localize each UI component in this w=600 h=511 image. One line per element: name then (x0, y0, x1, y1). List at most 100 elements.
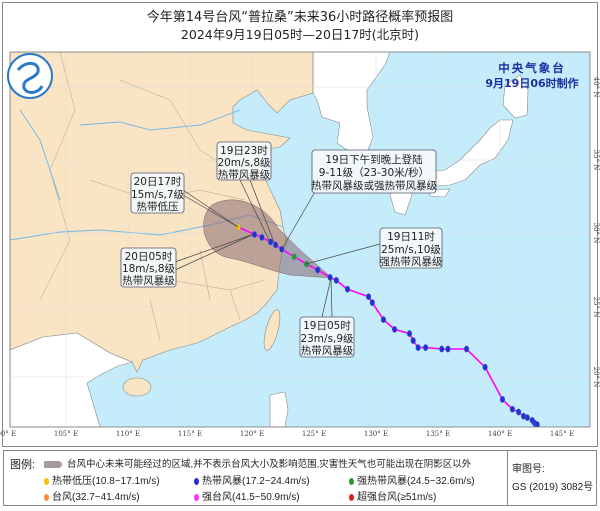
legend-item-label: 热带低压(10.8~17.1m/s) (52, 476, 160, 487)
lon-tick-label: 125° E (302, 430, 326, 438)
track-point-ts (406, 330, 413, 337)
annotation-grade: 热带风暴级 (301, 344, 354, 357)
annotation-20d05h: 20日05时 18m/s,8级 热带风暴级 (120, 247, 177, 288)
track-point-ts (463, 345, 470, 353)
track-point-ts (333, 276, 339, 284)
annotation-grade: 强热带风暴级 (380, 255, 443, 268)
taiwan-island (263, 309, 281, 351)
hokkaido-land (502, 74, 529, 119)
track-point-ts (439, 345, 445, 353)
track-point-ts (515, 408, 522, 416)
map-approval: 审图号: GS (2019) 3082号 (512, 461, 593, 497)
sty-dot-icon (194, 493, 199, 501)
track-point-ts (392, 325, 398, 333)
legend-item-label: 强台风(41.5~50.9m/s) (202, 492, 300, 503)
annotation-19d11h: 19日11时 25m/s,10级 强热带风暴级 (380, 227, 443, 269)
lon-tick-label: 140° E (488, 430, 512, 438)
leader-lines (174, 179, 381, 318)
lat-tick-label: 35° N (592, 150, 600, 171)
legend-item-label: 台风(32.7~41.4m/s) (52, 492, 140, 503)
track-point-ts (344, 285, 351, 293)
legend-item-superty: 超强台风(≥51m/s) (349, 488, 436, 503)
track-point-ts (380, 316, 387, 323)
lat-tick-label: 40° N (592, 77, 600, 98)
track-point-ts (259, 234, 265, 241)
lon-tick-label: 145° E (550, 430, 574, 438)
annotation-wind: 23m/s,9级 (300, 333, 354, 345)
lon-tick-label: 130° E (364, 430, 388, 438)
annotation-time: 19日11时 (387, 231, 435, 243)
annotation-20d17h: 20日17时 15m/s,7级 热带低压 (130, 172, 185, 214)
track-point-ts (369, 299, 375, 306)
track-point-ts (509, 405, 516, 413)
lon-tick-label: 120° E (240, 430, 264, 438)
annotation-grade: 热带风暴级 (218, 168, 271, 181)
annotation-wind: 18m/s,8级 (122, 263, 176, 275)
annotation-landfall: 19日下午到晚上登陆 9-11级（23-30米/秒） 热带风暴级或强热带风暴级 (311, 149, 437, 194)
annotation-time: 19日23时 (220, 145, 268, 157)
map-border (9, 51, 591, 428)
track-point-ts (524, 414, 530, 421)
approval-label: 审图号: (512, 464, 545, 475)
annotation-grade: 热带风暴级 (122, 274, 175, 287)
issue-time: 9月19日06时制作 (485, 76, 578, 90)
figure-frame (2, 2, 598, 447)
legend-cone-text: 台风中心未来可能经过的区域,并不表示台风大小及影响范围,灾害性天气也可能出现在阴… (67, 459, 472, 470)
track-point-ts (327, 273, 333, 281)
annotation-time: 20日05时 (125, 251, 173, 263)
legend-item-td: 热带低压(10.8~17.1m/s) (44, 472, 160, 487)
track-point-ts (365, 293, 372, 301)
annotation-wind: 20m/s,8级 (217, 157, 271, 169)
track-point-ts (415, 344, 421, 351)
lat-tick-label: 30° N (592, 223, 600, 244)
legend-item-sty: 强台风(41.5~50.9m/s) (194, 488, 300, 503)
legend: 图例: 台风中心未来可能经过的区域,并不表示台风大小及影响范围,灾害性天气也可能… (3, 450, 597, 506)
forecast-track-line (238, 226, 331, 279)
annotation-grade: 热带风暴级或强热带风暴级 (311, 179, 437, 192)
lat-tick-label: 20° N (592, 367, 600, 388)
annotation-time: 19日05时 (303, 320, 351, 332)
legend-item-label: 热带风暴(17.2~24.4m/s) (202, 476, 310, 487)
map-title: 今年第14号台风“普拉桑”未来36小时路径概率预报图 (146, 10, 454, 25)
cone-swatch-icon (44, 460, 62, 468)
map-subtitle: 2024年9月19日05时—20日17时(北京时) (180, 27, 420, 42)
legend-label: 图例: (10, 459, 36, 471)
annotation-grade: 热带低压 (137, 200, 179, 213)
track-point-ts (534, 421, 540, 427)
hainan-island (122, 377, 152, 397)
approval-code: GS (2019) 3082号 (512, 482, 594, 493)
graticule (10, 52, 590, 427)
indochina-land (10, 332, 133, 427)
annotation-wind: 9-11级（23-30米/秒） (319, 166, 429, 179)
annotation-wind: 15m/s,7级 (131, 189, 185, 201)
track-point-ts (445, 345, 451, 353)
lon-tick-label: 115° E (178, 430, 202, 438)
track-point-ts (423, 344, 429, 351)
track-point-ts (410, 337, 416, 344)
agency-name: 中央气象台 (498, 61, 566, 75)
annotation-19d23h: 19日23时 20m/s,8级 热带风暴级 (216, 141, 272, 181)
annotation-time: 19日下午到晚上登陆 (325, 153, 423, 166)
legend-item-label: 超强台风(≥51m/s) (357, 492, 437, 503)
legend-item-label: 强热带风暴(24.5~32.6m/s) (357, 476, 475, 487)
ts-dot-icon (194, 477, 199, 485)
td-dot-icon (44, 477, 49, 485)
track-point-td (235, 223, 241, 231)
legend-cone-entry: 台风中心未来可能经过的区域,并不表示台风大小及影响范围,灾害性天气也可能出现在阴… (44, 456, 471, 470)
annotation-time: 20日17时 (134, 176, 182, 188)
ty-dot-icon (44, 493, 49, 501)
superty-dot-icon (349, 493, 354, 501)
lon-tick-label: 105° E (54, 430, 78, 438)
annotation-19d05h: 19日05时 23m/s,9级 热带风暴级 (299, 316, 355, 358)
legend-item-ty: 台风(32.7~41.4m/s) (44, 488, 140, 503)
sts-dot-icon (349, 477, 354, 485)
lon-tick-label: 100° E (0, 430, 16, 438)
annotation-wind: 25m/s,10级 (381, 244, 441, 256)
track-point-ts (315, 266, 321, 274)
legend-divider (507, 451, 508, 505)
cma-logo (7, 53, 53, 99)
track-point-ts (499, 395, 506, 403)
lat-tick-label: 25° N (592, 297, 600, 318)
legend-item-sts: 强热带风暴(24.5~32.6m/s) (349, 472, 475, 487)
